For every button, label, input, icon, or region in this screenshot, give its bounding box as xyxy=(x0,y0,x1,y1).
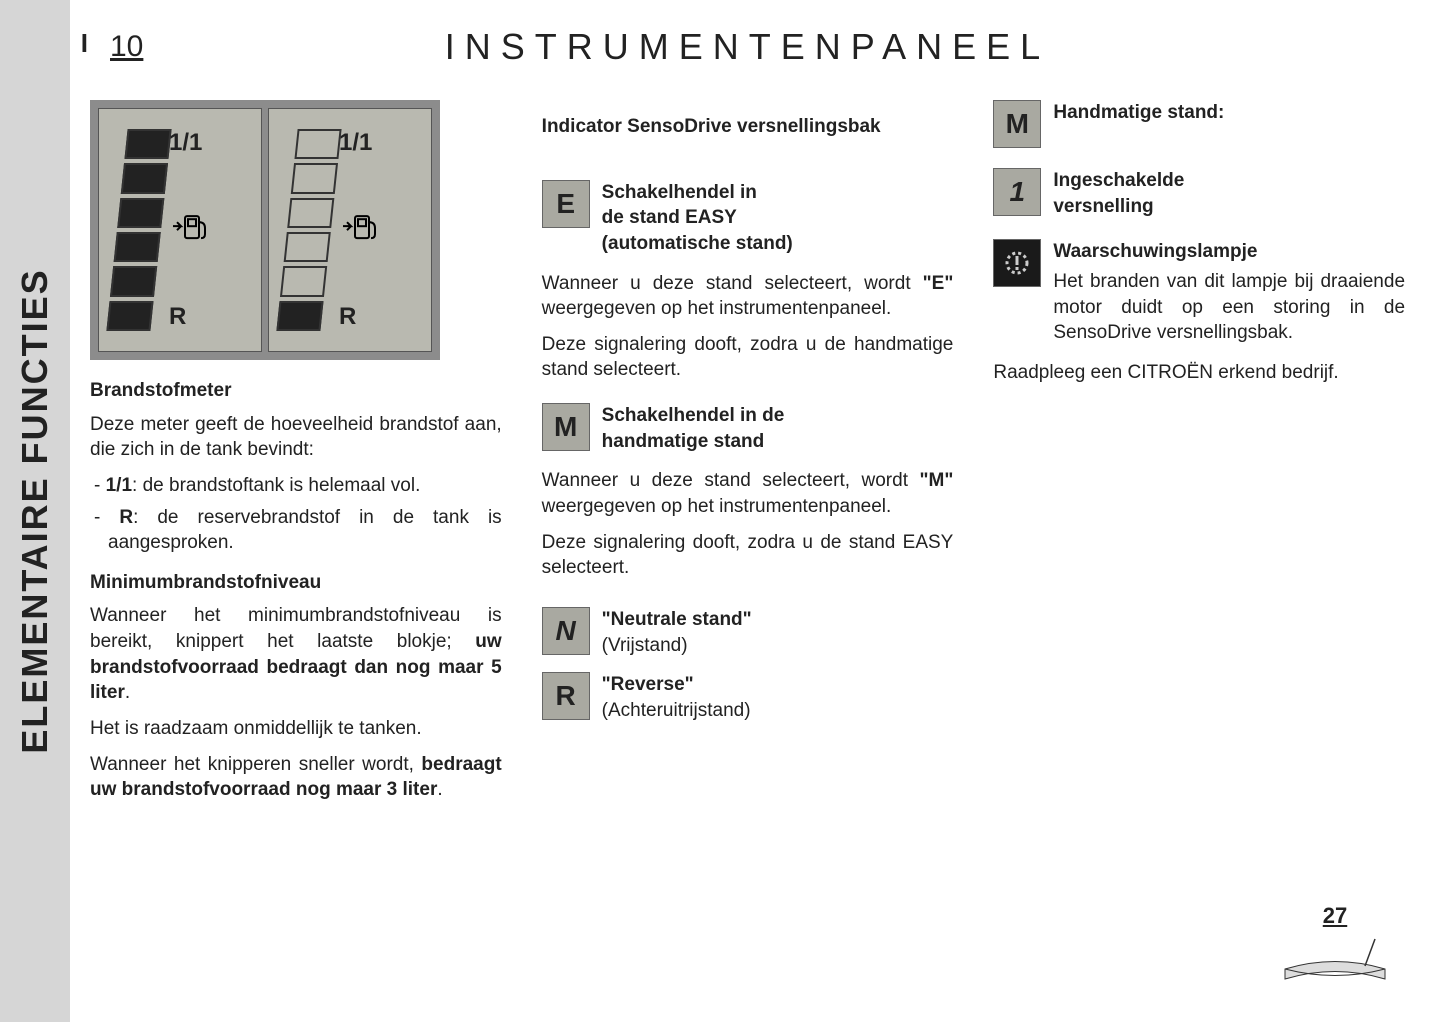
reference-number: 27 xyxy=(1275,901,1395,931)
row-manual-mode: M Handmatige stand: xyxy=(993,100,1405,148)
fuel-list: - 1/1: de brandstoftank is helemaal vol.… xyxy=(90,473,502,556)
text-minimum-3: Wanneer het knipperen sneller wordt, bed… xyxy=(90,752,502,803)
indicator-m-label: Schakelhendel in dehandmatige stand xyxy=(602,403,954,454)
gauge-reserve-label-2: R xyxy=(339,301,356,333)
text-m-1: Wanneer u deze stand selecteert, wordt "… xyxy=(542,468,954,519)
sidebar-label: ELEMENTAIRE FUNCTIES xyxy=(14,268,56,753)
column-3: M Handmatige stand: 1 Ingeschakeldeversn… xyxy=(993,100,1405,1002)
row-reverse: R "Reverse"(Achteruitrijstand) xyxy=(542,672,954,723)
text-minimum-1: Wanneer het minimumbrandstofniveau is be… xyxy=(90,603,502,706)
text-e-1: Wanneer u deze stand selecteert, wordt "… xyxy=(542,271,954,322)
row-easy: E Schakelhendel inde stand EASY(automati… xyxy=(542,180,954,257)
gauge-full-label: 1/1 xyxy=(169,127,202,159)
text-m-2: Deze signalering dooft, zodra u de stand… xyxy=(542,530,954,581)
row-manual: M Schakelhendel in dehandmatige stand xyxy=(542,403,954,454)
row-warning: Waarschuwingslampje Het branden van dit … xyxy=(993,239,1405,346)
gauge-reserve-label: R xyxy=(169,301,186,333)
warning-body-2: Raadpleeg een CITROËN erkend bedrijf. xyxy=(993,360,1405,386)
fuel-list-item-full: - 1/1: de brandstoftank is helemaal vol. xyxy=(94,473,502,499)
gauge-bars-full xyxy=(106,129,171,331)
indicator-gear-icon: 1 xyxy=(993,168,1041,216)
text-minimum-2: Het is raadzaam onmiddellijk te tanken. xyxy=(90,716,502,742)
warning-body-1: Het branden van dit lampje bij draaiende… xyxy=(1053,269,1405,346)
indicator-m-icon: M xyxy=(542,403,590,451)
heading-brandstofmeter: Brandstofmeter xyxy=(90,378,502,404)
text-e-2: Deze signalering dooft, zodra u de handm… xyxy=(542,332,954,383)
book-icon xyxy=(1275,934,1395,984)
indicator-m-mode-label: Handmatige stand: xyxy=(1053,100,1405,126)
fuel-list-item-reserve: - R: de reservebrandstof in de tank is a… xyxy=(94,505,502,556)
indicator-m-mode-icon: M xyxy=(993,100,1041,148)
gauge-full-label-2: 1/1 xyxy=(339,127,372,159)
indicator-r-label: "Reverse"(Achteruitrijstand) xyxy=(602,672,954,723)
fuel-gauge-illustration: 1/1 R xyxy=(90,100,440,360)
fuel-pump-icon xyxy=(171,210,211,250)
warning-gear-icon xyxy=(993,239,1041,287)
page-title: INSTRUMENTENPANEEL xyxy=(90,26,1405,68)
row-gear: 1 Ingeschakeldeversnelling xyxy=(993,168,1405,219)
column-2: Indicator SensoDrive versnellingsbak E S… xyxy=(542,100,954,1002)
heading-sensodrive: Indicator SensoDrive versnellingsbak xyxy=(542,114,954,140)
row-neutral: N "Neutrale stand"(Vrijstand) xyxy=(542,607,954,658)
indicator-r-icon: R xyxy=(542,672,590,720)
indicator-e-label: Schakelhendel inde stand EASY(automatisc… xyxy=(602,180,954,257)
gauge-panel-full: 1/1 R xyxy=(98,108,262,352)
indicator-n-label: "Neutrale stand"(Vrijstand) xyxy=(602,607,954,658)
text-brandstof-intro: Deze meter geeft de hoeveelheid brandsto… xyxy=(90,412,502,463)
heading-minimum: Minimumbrandstofniveau xyxy=(90,570,502,596)
warning-text: Waarschuwingslampje Het branden van dit … xyxy=(1053,239,1405,346)
chapter-marker: I xyxy=(81,28,88,59)
fuel-pump-icon-2 xyxy=(341,210,381,250)
column-1: 1/1 R xyxy=(90,100,502,1002)
page-content: 10 INSTRUMENTENPANEEL 1/1 xyxy=(90,20,1405,1002)
sidebar: ELEMENTAIRE FUNCTIES I xyxy=(0,0,70,1022)
reference-corner: 27 xyxy=(1275,901,1395,992)
indicator-e-icon: E xyxy=(542,180,590,228)
gauge-panel-reserve: 1/1 R xyxy=(268,108,432,352)
gauge-bars-reserve xyxy=(276,129,341,331)
columns: 1/1 R xyxy=(90,100,1405,1002)
indicator-n-icon: N xyxy=(542,607,590,655)
indicator-gear-label: Ingeschakeldeversnelling xyxy=(1053,168,1405,219)
